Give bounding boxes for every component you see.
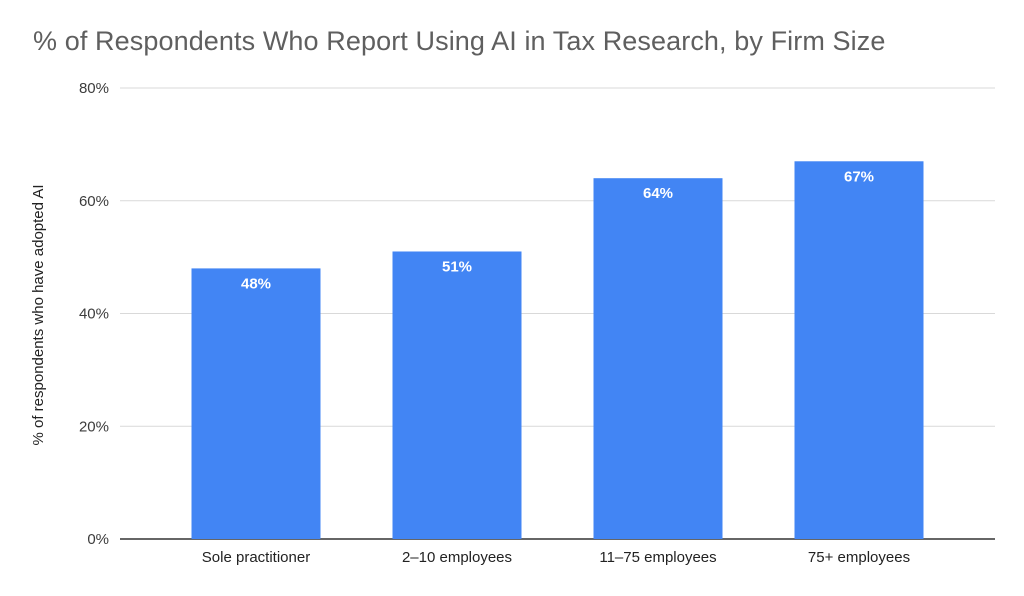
x-category-labels: Sole practitioner 2–10 employees 11–75 emp… xyxy=(202,549,910,566)
data-label: 67% xyxy=(844,168,874,185)
chart-title: % of Respondents Who Report Using AI in … xyxy=(33,26,886,56)
bar xyxy=(794,161,924,539)
bar xyxy=(191,268,321,539)
bars xyxy=(191,161,924,540)
x-category-label: 75+ employees xyxy=(808,549,910,566)
data-label: 64% xyxy=(643,185,673,202)
y-tick-label: 20% xyxy=(79,418,109,435)
y-axis-title: % of respondents who have adopted AI xyxy=(30,184,47,445)
y-tick-labels: 0% 20% 40% 60% 80% xyxy=(79,80,109,548)
data-label: 51% xyxy=(442,258,472,275)
x-category-label: 11–75 employees xyxy=(599,549,716,566)
y-tick-label: 80% xyxy=(79,80,109,97)
data-label: 48% xyxy=(241,275,271,292)
y-tick-label: 0% xyxy=(87,531,109,548)
y-tick-label: 40% xyxy=(79,306,109,323)
data-labels: 48% 51% 64% 67% xyxy=(241,168,874,292)
x-category-label: 2–10 employees xyxy=(402,549,512,566)
bar xyxy=(392,251,522,540)
x-category-label: Sole practitioner xyxy=(202,549,310,566)
y-tick-label: 60% xyxy=(79,193,109,210)
bar xyxy=(593,178,723,539)
